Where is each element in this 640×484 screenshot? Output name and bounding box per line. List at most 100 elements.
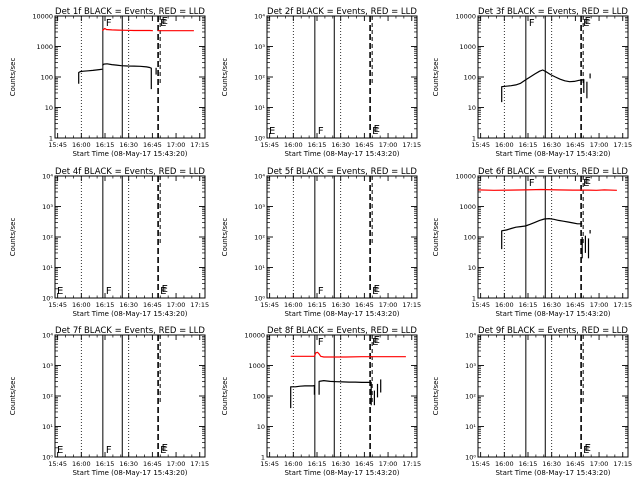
y-tick-label: 10¹ (254, 104, 265, 112)
plot-frame (54, 334, 206, 458)
x-tick-label: 17:00 (379, 301, 398, 309)
y-tick-label: 100 (253, 393, 265, 401)
plot-frame (266, 175, 418, 299)
x-tick-label: 15:45 (48, 301, 67, 309)
y-tick-label: 10⁰ (42, 454, 53, 462)
y-tick-label: 10⁰ (465, 454, 476, 462)
flag-letter: E (372, 286, 378, 297)
x-tick-label: 16:45 (355, 141, 374, 149)
flag-letter: E (374, 284, 380, 295)
x-tick-label: 15:45 (260, 460, 279, 468)
x-tick-label: 16:00 (72, 460, 91, 468)
x-tick-label: 16:30 (119, 301, 138, 309)
y-tick-label: 10⁴ (42, 173, 53, 181)
x-tick-label: 15:45 (48, 141, 67, 149)
y-tick-label: 10000 (244, 332, 265, 340)
y-tick-label: 100 (41, 74, 53, 82)
x-tick-label: 16:30 (331, 141, 350, 149)
y-tick-label: 10⁴ (465, 332, 476, 340)
flag-letter: E (583, 178, 589, 189)
x-axis-label: Start Time (08-May-17 15:43:20) (72, 150, 187, 158)
y-axis-label: Counts/sec (221, 377, 229, 416)
lld-series-line (477, 188, 617, 191)
y-tick-label: 10000 (455, 13, 476, 21)
x-tick-label: 17:15 (190, 301, 209, 309)
x-tick-label: 17:00 (590, 141, 609, 149)
x-axis-label: Start Time (08-May-17 15:43:20) (495, 150, 610, 158)
y-tick-label: 10000 (32, 13, 53, 21)
plot-frame (54, 15, 206, 139)
x-tick-label: 17:00 (379, 460, 398, 468)
x-axis-label: Start Time (08-May-17 15:43:20) (495, 469, 610, 477)
x-axis-label: Start Time (08-May-17 15:43:20) (284, 469, 399, 477)
panel-title: Det 6f BLACK = Events, RED = LLD (478, 167, 628, 177)
plot-frame (477, 175, 629, 299)
flag-letter: F (318, 126, 324, 137)
y-tick-label: 10¹ (42, 423, 53, 431)
y-tick-label: 10³ (465, 362, 476, 370)
x-tick-label: 16:45 (566, 141, 585, 149)
x-tick-label: 16:15 (308, 301, 327, 309)
flag-letter: E (372, 126, 378, 137)
y-tick-label: 10¹ (254, 264, 265, 272)
panel-title: Det 8f BLACK = Events, RED = LLD (267, 326, 417, 336)
panel-title: Det 1f BLACK = Events, RED = LLD (55, 7, 205, 17)
y-tick-label: 10² (254, 74, 265, 82)
x-tick-label: 15:45 (471, 141, 490, 149)
x-axis-label: Start Time (08-May-17 15:43:20) (284, 150, 399, 158)
y-tick-label: 10000 (455, 173, 476, 181)
y-axis-label: Counts/sec (432, 58, 440, 97)
y-axis-label: Counts/sec (9, 218, 17, 257)
flag-letter: E (374, 124, 380, 135)
x-tick-label: 16:15 (308, 141, 327, 149)
flag-letter: E (374, 335, 380, 346)
x-tick-label: 16:45 (143, 301, 162, 309)
flag-letter: E (57, 445, 63, 456)
x-tick-label: 16:30 (542, 141, 561, 149)
flag-letter: E (583, 445, 589, 456)
y-tick-label: 1000 (459, 203, 476, 211)
x-tick-label: 16:00 (72, 141, 91, 149)
x-tick-label: 16:15 (96, 141, 115, 149)
flag-letter: E (160, 445, 166, 456)
flag-letter: F (106, 445, 112, 456)
y-tick-label: 1 (49, 135, 53, 143)
panel-title: Det 7f BLACK = Events, RED = LLD (55, 326, 205, 336)
flag-letter: E (162, 16, 168, 27)
y-tick-label: 10² (465, 393, 476, 401)
x-tick-label: 16:00 (72, 301, 91, 309)
y-tick-label: 10 (45, 104, 53, 112)
x-tick-label: 17:00 (167, 141, 186, 149)
y-tick-label: 1 (472, 135, 476, 143)
x-tick-label: 17:15 (190, 141, 209, 149)
x-tick-label: 16:15 (519, 301, 538, 309)
flag-letter: E (160, 286, 166, 297)
flag-letter: E (162, 284, 168, 295)
x-tick-label: 16:00 (284, 301, 303, 309)
x-tick-label: 17:00 (379, 141, 398, 149)
x-tick-label: 16:30 (331, 460, 350, 468)
x-tick-label: 17:15 (402, 460, 421, 468)
x-tick-label: 17:15 (402, 141, 421, 149)
x-axis-label: Start Time (08-May-17 15:43:20) (72, 469, 187, 477)
events-series-line (501, 218, 583, 250)
y-tick-label: 1 (472, 295, 476, 303)
events-series-line (102, 63, 152, 90)
x-tick-label: 17:15 (613, 141, 632, 149)
y-tick-label: 10³ (42, 362, 53, 370)
x-tick-label: 16:15 (308, 460, 327, 468)
flag-letter: F (529, 178, 535, 189)
flag-letter: E (585, 16, 591, 27)
y-tick-label: 1000 (459, 43, 476, 51)
y-tick-label: 1000 (36, 43, 53, 51)
y-tick-label: 1 (261, 454, 265, 462)
